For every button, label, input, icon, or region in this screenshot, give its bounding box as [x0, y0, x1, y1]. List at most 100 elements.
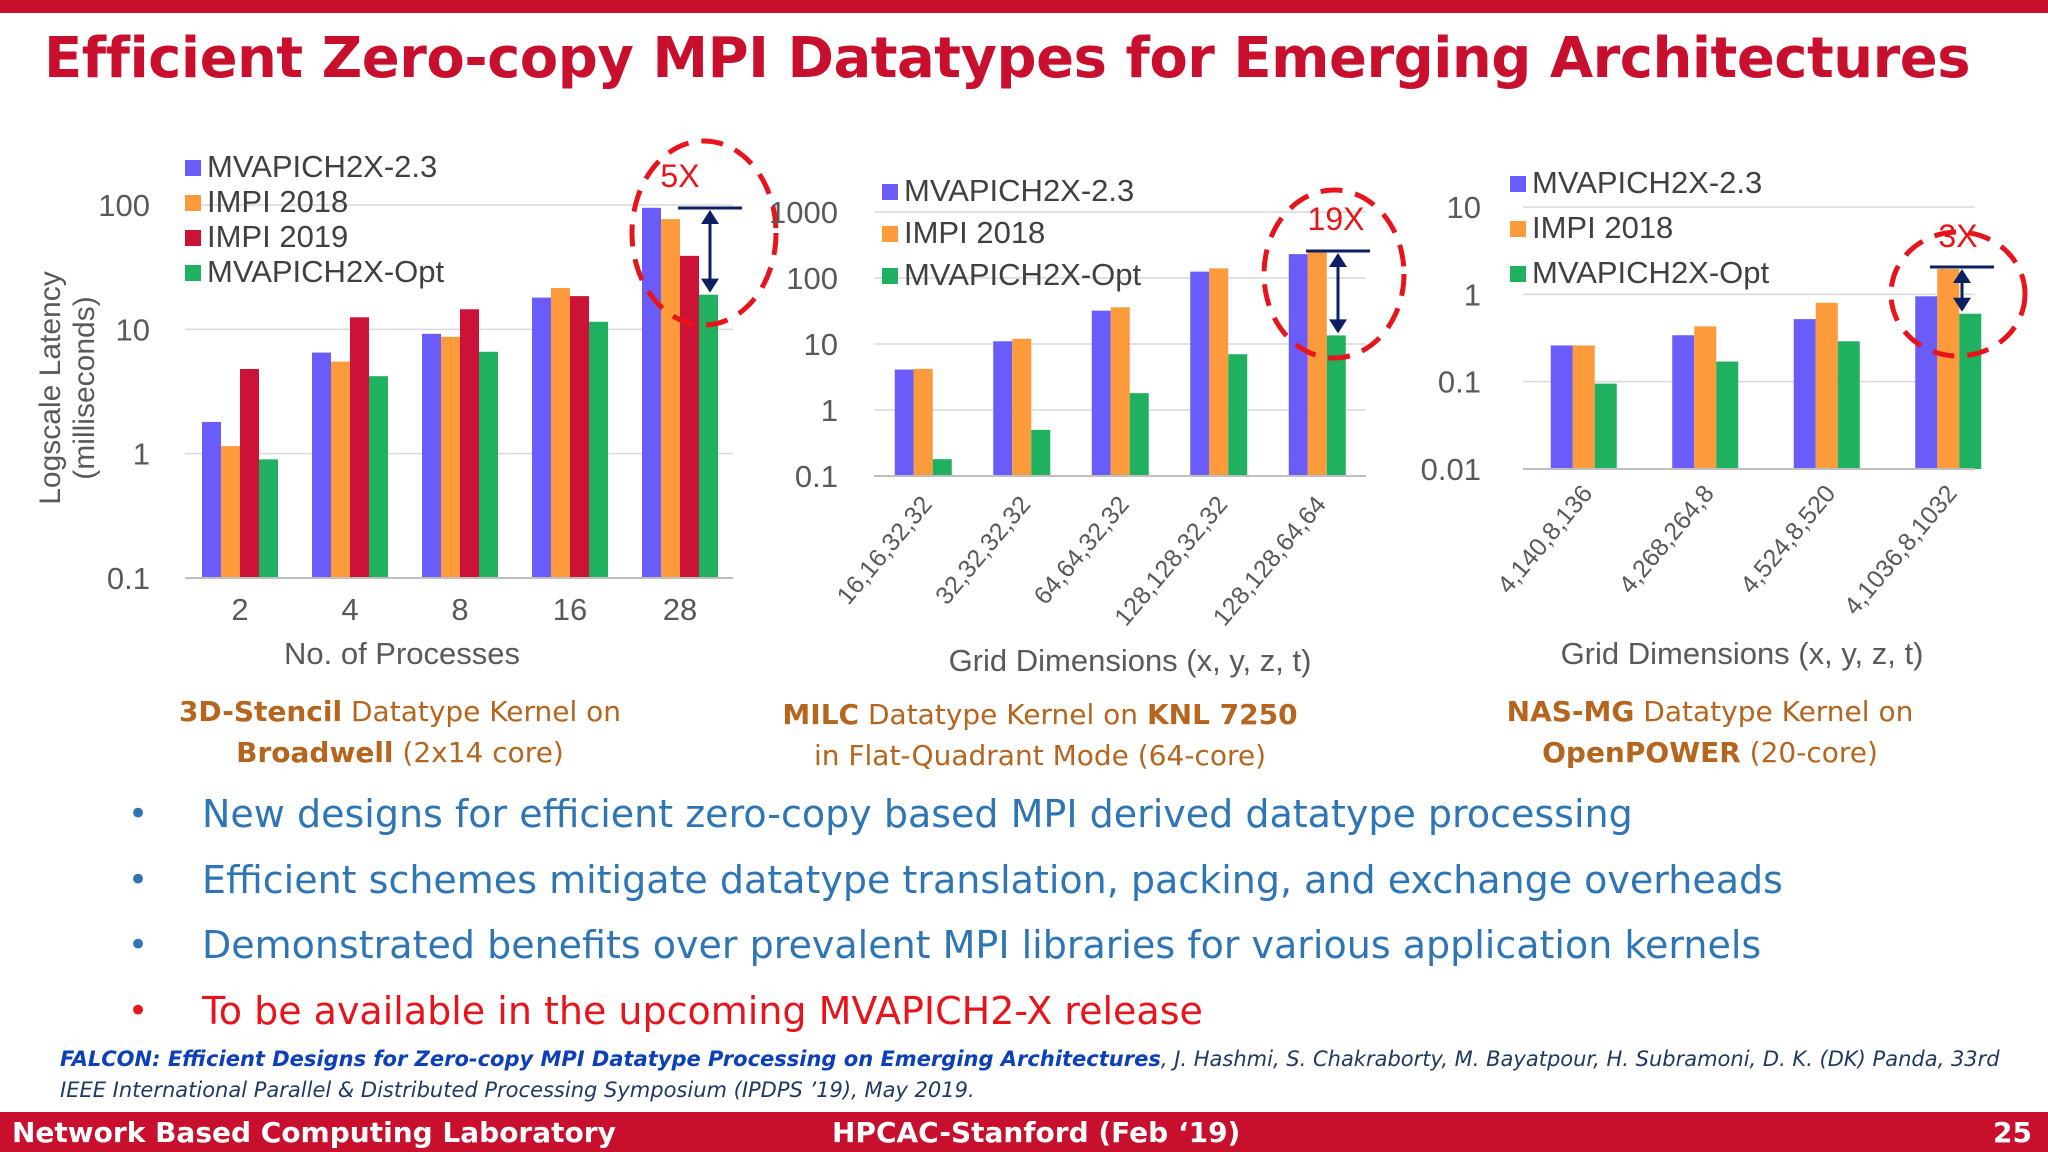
chart-1-bar-impi-2019-16 — [570, 296, 589, 578]
caption-1-kernel: 3D-Stencil — [178, 695, 343, 728]
caption-chart-3: NAS-MG Datatype Kernel on OpenPOWER (20-… — [1500, 691, 1920, 773]
bullet-text: New designs for efficient zero-copy base… — [202, 792, 1633, 836]
chart-1-yaxis-label: Logscale Latency(milliseconds) — [34, 271, 101, 505]
chart-2-bar-impi-2018-16-16-32-32 — [913, 368, 933, 476]
chart-1-xtick-label: 28 — [663, 592, 697, 627]
caption-3-cores: (20-core) — [1740, 736, 1878, 769]
bullet-item: • Efficient schemes mitigate datatype tra… — [120, 854, 2000, 920]
chart-2-bar-impi-2018-128-128-64-64 — [1307, 250, 1327, 476]
paper-title: FALCON: Efficient Designs for Zero-copy … — [60, 1047, 1161, 1071]
chart-3-speedup-label: 3X — [1938, 218, 1977, 254]
chart-3-xaxis-label: Grid Dimensions (x, y, z, t) — [1561, 636, 1924, 671]
bullet-dot: • — [128, 925, 149, 965]
chart-1-legend-swatch — [185, 230, 201, 246]
chart-2-ytick-label: 1 — [821, 393, 838, 428]
chart-1-ytick-label: 0.1 — [107, 561, 150, 596]
chart-1-xtick-label: 4 — [341, 592, 358, 627]
bullet-dot: • — [128, 859, 149, 900]
footer-bar: Network Based Computing Laboratory HPCAC… — [0, 1112, 2048, 1152]
chart-2-arrowhead-up — [1329, 253, 1347, 267]
chart-2-bar-mvapich2x-2-3-128-128-64-64 — [1288, 254, 1308, 476]
chart-3-bar-impi-2018-4-268-264-8 — [1694, 326, 1717, 469]
chart-1-bar-mvapich2x-2-3-16 — [532, 297, 551, 578]
bullet-item-release: • To be available in the upcoming MVAPICH… — [120, 985, 2000, 1051]
chart-3-bar-impi-2018-4-140-8-136 — [1572, 345, 1595, 469]
chart-3-arrowhead-up — [1953, 269, 1971, 283]
chart-2-ytick-label: 100 — [786, 261, 838, 296]
chart-2-speedup-label: 19X — [1308, 201, 1365, 237]
chart-2-ytick-label: 1000 — [769, 195, 838, 230]
caption-3-arch: OpenPOWER — [1542, 736, 1741, 769]
chart-3-legend-swatch — [1510, 176, 1526, 192]
caption-2-arch: KNL 7250 — [1146, 698, 1298, 731]
chart-3-ytick-label: 1 — [1464, 277, 1481, 312]
chart-3-bar-mvapich2x-2-3-4-1036-8-1032 — [1915, 296, 1938, 469]
chart-3-xtick-label: 4,140,8,136 — [1492, 480, 1598, 599]
chart-1-legend-swatch — [185, 195, 201, 211]
chart-1-arrowhead-up — [701, 210, 719, 224]
chart-1-bar-mvapich2x-opt-16 — [589, 321, 608, 578]
chart-2-ytick-label: 10 — [804, 327, 838, 362]
bullet-list: • New designs for efficient zero-copy bas… — [120, 788, 2000, 1050]
chart-1-bar-mvapich2x-2-3-2 — [202, 421, 221, 578]
chart-2-bar-mvapich2x-2-3-16-16-32-32 — [894, 369, 914, 476]
caption-3-kernel: NAS-MG — [1506, 695, 1635, 728]
chart-1-bar-mvapich2x-opt-4 — [369, 376, 388, 578]
chart-1-highlight-ellipse — [629, 138, 779, 328]
chart-2-legend-label: MVAPICH2X-2.3 — [904, 173, 1134, 208]
chart-1-legend-label: MVAPICH2X-Opt — [207, 254, 445, 289]
chart-1-ytick-label: 1 — [133, 437, 150, 472]
top-accent-bar — [0, 0, 2048, 13]
chart-1-speedup-label: 5X — [660, 158, 699, 194]
caption-1-arch: Broadwell — [236, 736, 394, 769]
chart-1-legend-label: IMPI 2019 — [207, 219, 348, 254]
caption-1-cores: (2x14 core) — [393, 736, 564, 769]
bullet-text: Efficient schemes mitigate datatype tran… — [202, 857, 1783, 902]
chart-3-highlight-ellipse — [1888, 229, 2028, 359]
caption-2-kernel: MILC — [782, 698, 860, 731]
chart-1-xtick-label: 16 — [553, 592, 587, 627]
chart-2-bar-mvapich2x-opt-16-16-32-32 — [932, 459, 952, 476]
caption-2-mode: in Flat-Quadrant Mode (64-core) — [813, 739, 1266, 772]
chart-1-bar-impi-2018-8 — [441, 336, 460, 578]
chart-1-ytick-label: 100 — [98, 188, 150, 223]
chart-3-legend-swatch — [1510, 221, 1526, 237]
chart-3-bar-mvapich2x-opt-4-524-8-520 — [1837, 341, 1860, 469]
chart-3-legend-label: IMPI 2018 — [1532, 210, 1673, 245]
chart-1-bar-mvapich2x-opt-28 — [699, 294, 718, 578]
chart-2-bar-mvapich2x-2-3-64-64-32-32 — [1091, 310, 1111, 476]
bullet-dot: • — [128, 794, 149, 834]
chart-3-bar-mvapich2x-2-3-4-140-8-136 — [1550, 345, 1573, 469]
chart-2-legend-swatch — [882, 226, 898, 242]
chart-1-bar-impi-2019-2 — [240, 368, 259, 578]
chart-3-xtick-label: 4,524,8,520 — [1735, 480, 1841, 599]
chart-1-bar-impi-2018-4 — [331, 361, 350, 578]
chart-2-legend-label: MVAPICH2X-Opt — [904, 257, 1142, 292]
chart-3-bar-mvapich2x-opt-4-1036-8-1032 — [1959, 313, 1982, 469]
chart-1-bar-mvapich2x-opt-2 — [259, 459, 278, 578]
chart-2-bar-mvapich2x-opt-128-128-32-32 — [1228, 354, 1248, 476]
chart-1-legend-swatch — [185, 160, 201, 176]
caption-1-text: Datatype Kernel on — [342, 695, 622, 728]
chart-1-bar-impi-2019-28 — [680, 255, 699, 578]
chart-3-bar-mvapich2x-2-3-4-268-264-8 — [1672, 335, 1695, 469]
chart-1-legend-label: MVAPICH2X-2.3 — [207, 149, 437, 184]
page-number: 25 — [1993, 1116, 2032, 1149]
chart-1-bar-impi-2019-8 — [460, 309, 479, 578]
chart-3-ytick-label: 0.01 — [1421, 452, 1481, 487]
chart-2-highlight-ellipse — [1261, 187, 1407, 361]
chart-1-bar-mvapich2x-2-3-28 — [642, 207, 661, 578]
chart-1-legend-swatch — [185, 265, 201, 281]
chart-2-bar-mvapich2x-opt-64-64-32-32 — [1129, 393, 1149, 476]
chart-1-legend-label: IMPI 2018 — [207, 184, 348, 219]
chart-3-bar-impi-2018-4-524-8-520 — [1815, 302, 1838, 469]
chart-2-legend-swatch — [882, 268, 898, 284]
chart-3-bar-mvapich2x-opt-4-140-8-136 — [1594, 383, 1617, 469]
chart-2-bar-impi-2018-32-32-32-32 — [1012, 338, 1032, 476]
bullet-text: To be available in the upcoming MVAPICH2… — [202, 988, 1203, 1033]
chart-1-bar-mvapich2x-2-3-8 — [422, 333, 441, 578]
chart-2-arrowhead-down — [1329, 319, 1347, 334]
chart-1-bar-mvapich2x-2-3-4 — [312, 352, 331, 578]
chart-3-ytick-label: 10 — [1447, 190, 1481, 225]
